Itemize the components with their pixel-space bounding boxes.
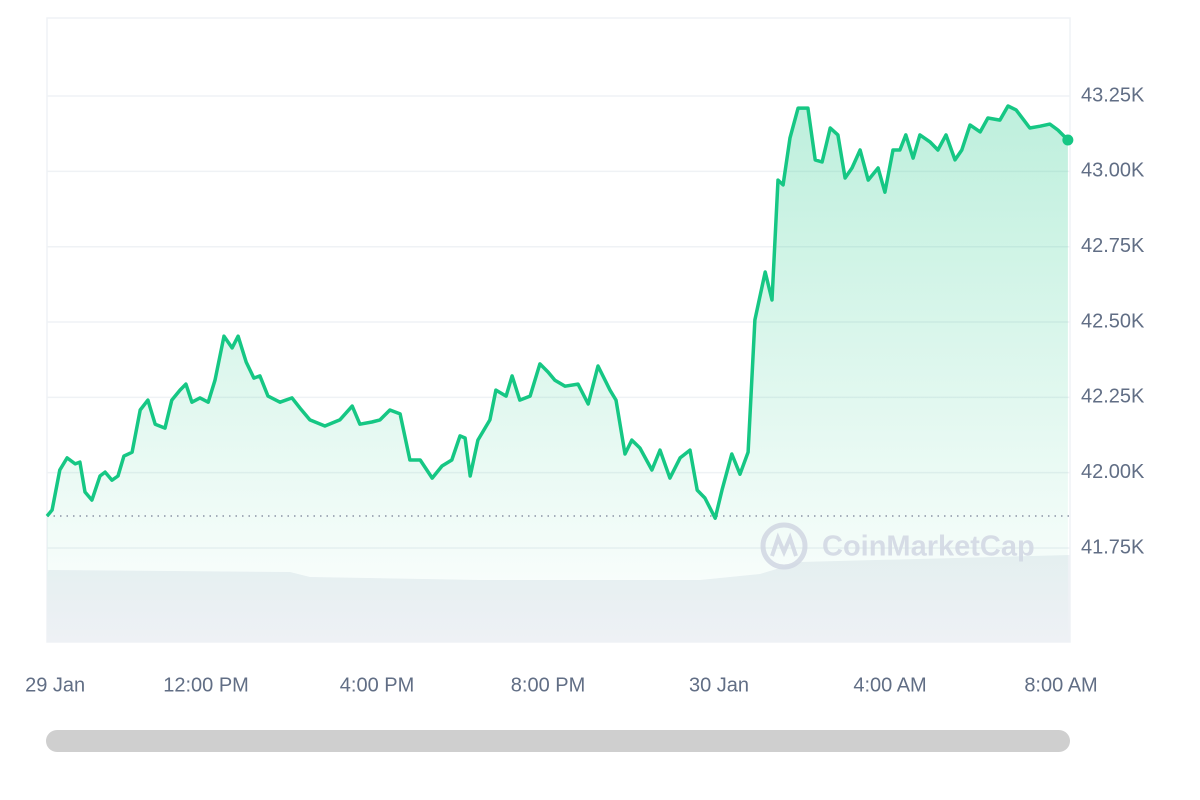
watermark: CoinMarketCap (760, 522, 1035, 570)
x-tick-label: 30 Jan (689, 674, 749, 696)
watermark-logo (770, 532, 798, 558)
series-line (45, 104, 1070, 520)
x-tick-label: 4:00 AM (853, 674, 926, 696)
y-tick-label: 42.25K (1081, 386, 1145, 408)
last-point (1062, 134, 1074, 146)
y-tick-label: 42.50K (1081, 310, 1145, 332)
x-tick-label: 8:00 AM (1024, 674, 1097, 696)
y-tick-label: 43.25K (1081, 84, 1145, 106)
x-tick-label: 4:00 PM (340, 674, 414, 696)
x-tick-label: 12:00 PM (163, 674, 249, 696)
y-tick-label: 42.75K (1081, 235, 1145, 257)
x-tick-label: 29 Jan (25, 674, 85, 696)
series-area (47, 106, 1068, 642)
x-tick-label: 8:00 PM (511, 674, 585, 696)
y-tick-label: 41.75K (1081, 536, 1145, 558)
scrollbar[interactable] (46, 730, 1070, 752)
y-tick-label: 42.00K (1081, 461, 1145, 483)
watermark-logo (760, 522, 808, 570)
y-tick-label: 43.00K (1081, 160, 1145, 182)
watermark-text: CoinMarketCap (822, 531, 1035, 563)
